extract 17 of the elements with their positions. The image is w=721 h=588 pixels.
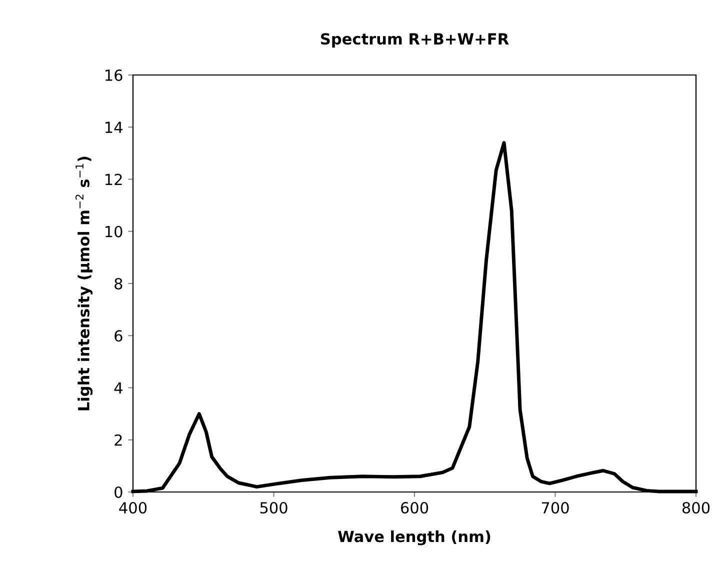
y-tick-label: 16 [106,69,122,82]
x-tick-label: 400 [119,502,147,514]
y-axis-title: Light intensity (µmol m$^{−2}$ s$^{−1}$) [75,156,93,410]
x-tick-label: 700 [542,502,569,514]
x-tick-label: 800 [682,502,710,514]
chart-title: Spectrum R+B+W+FR [321,33,509,48]
x-tick-label: 600 [400,502,428,514]
y-tick-label: 8 [114,278,122,290]
y-tick-label: 14 [106,122,122,133]
x-tick-label: 500 [260,502,288,514]
y-tick-label: 0 [114,486,122,498]
y-tick-label: 10 [106,226,122,238]
y-tick-label: 6 [114,330,122,342]
y-tick-label: 12 [106,174,122,186]
y-tick-label: 2 [114,434,122,446]
y-tick-label: 4 [114,382,122,394]
x-axis-title: Wave length (nm) [338,530,490,546]
